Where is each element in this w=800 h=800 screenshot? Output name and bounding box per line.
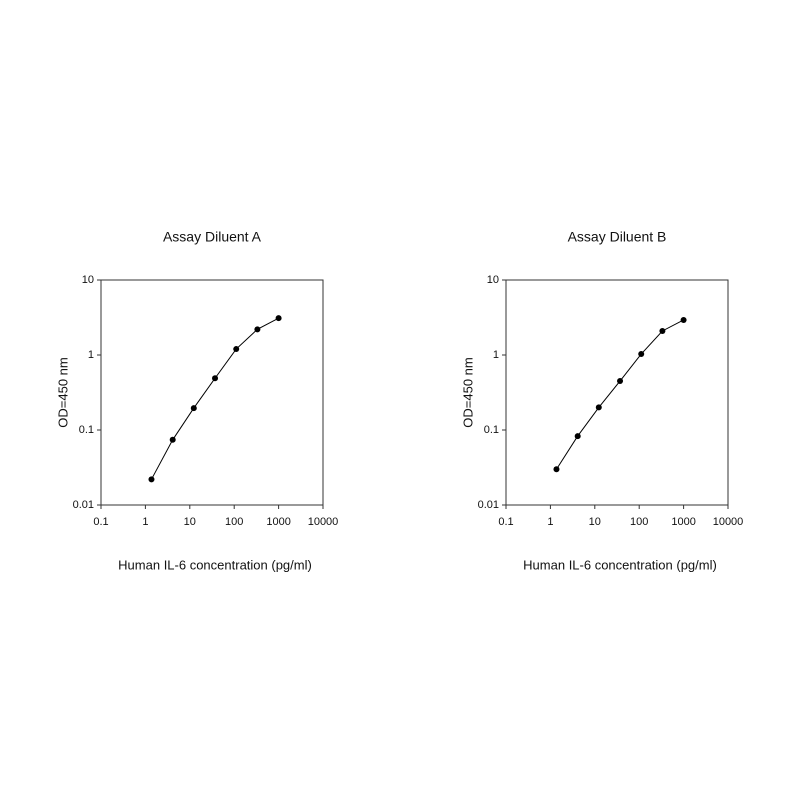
y-tick-label: 0.01 (73, 499, 94, 511)
x-tick-label: 100 (630, 516, 648, 528)
x-axis-label: Human IL-6 concentration (pg/ml) (118, 557, 312, 572)
x-tick-label: 1 (547, 516, 553, 528)
chart-title: Assay Diluent B (568, 229, 667, 245)
data-point (275, 315, 282, 322)
data-point (190, 405, 197, 412)
y-tick-label: 10 (82, 274, 94, 286)
y-tick-label: 0.1 (79, 424, 94, 436)
y-tick-label: 0.1 (484, 424, 499, 436)
data-line (556, 319, 684, 470)
data-point (659, 327, 666, 334)
data-point (680, 316, 687, 323)
y-axis-label: OD=450 nm (460, 357, 475, 427)
y-tick-label: 10 (487, 274, 499, 286)
y-axis-label: OD=450 nm (55, 357, 70, 427)
x-tick-label: 1 (142, 516, 148, 528)
y-tick-label: 0.01 (478, 499, 499, 511)
data-point (574, 433, 581, 440)
data-point (617, 378, 624, 385)
data-point (233, 346, 240, 353)
x-tick-label: 10 (184, 516, 196, 528)
data-point (638, 351, 645, 358)
x-tick-label: 10 (589, 516, 601, 528)
x-tick-label: 100 (225, 516, 243, 528)
x-tick-label: 10000 (308, 516, 339, 528)
data-point (595, 404, 602, 411)
x-tick-label: 0.1 (498, 516, 513, 528)
data-point (169, 436, 176, 443)
chart: Assay Diluent B Human IL-6 concentration … (460, 229, 743, 573)
plot-frame (100, 279, 324, 506)
data-point (148, 476, 155, 483)
data-point (212, 375, 219, 382)
x-tick-label: 1000 (266, 516, 290, 528)
y-tick-label: 1 (493, 349, 499, 361)
x-axis-label: Human IL-6 concentration (pg/ml) (523, 557, 717, 572)
x-tick-label: 0.1 (93, 516, 108, 528)
data-point (254, 326, 261, 333)
plot-frame (505, 279, 729, 506)
chart-title: Assay Diluent A (163, 229, 262, 245)
x-tick-label: 1000 (671, 516, 695, 528)
data-line (151, 317, 279, 480)
y-tick-label: 1 (88, 349, 94, 361)
x-tick-label: 10000 (713, 516, 744, 528)
data-point (553, 466, 560, 473)
chart: Assay Diluent A Human IL-6 concentration … (55, 229, 338, 573)
